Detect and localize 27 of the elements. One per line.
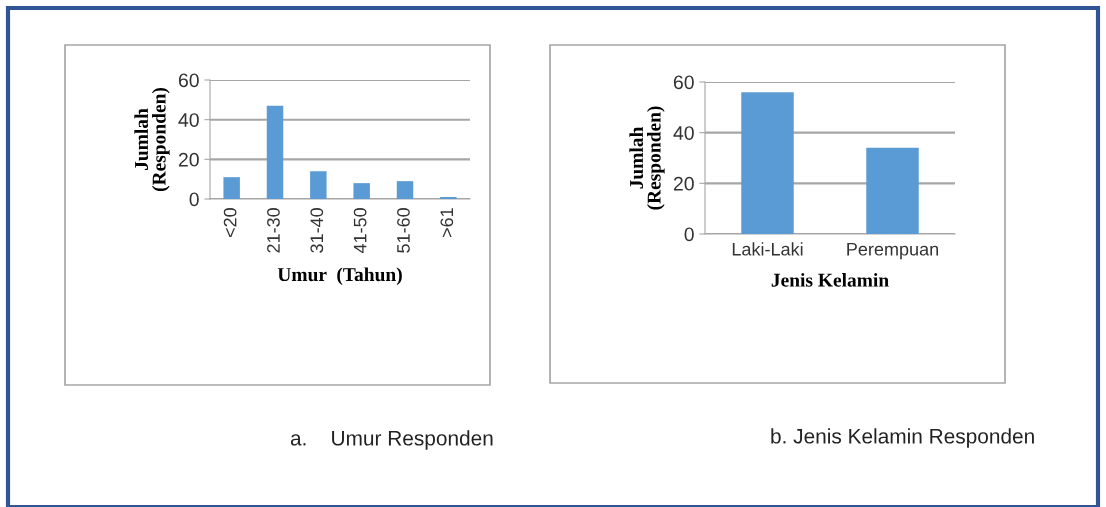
y-tick-label: 0	[189, 192, 199, 207]
x-tick-label: >61	[440, 208, 454, 238]
bar	[396, 181, 414, 199]
y-tick-label: 20	[673, 176, 694, 191]
x-tick-label: Perempuan	[847, 243, 938, 260]
x-tick-label: 31-40	[310, 208, 324, 253]
text: b. Jenis Kelamin Responden	[771, 428, 1034, 448]
y-axis-title: Jumlah (Responden)	[134, 87, 170, 192]
y-tick-label: 0	[684, 227, 694, 242]
x-tick-label: <20	[223, 208, 237, 238]
y-tick-label: 40	[178, 113, 199, 127]
x-tick-label: 51-60	[397, 208, 410, 253]
y-tick-label: 20	[178, 152, 199, 167]
x-tick-label: 21-30	[267, 208, 280, 253]
x-tick-label: 41-50	[353, 208, 367, 254]
y-tick-label: 40	[673, 126, 694, 140]
x-tick-label: Laki-Laki	[732, 242, 803, 256]
bar	[310, 171, 327, 199]
text: a. Umur Responden	[290, 430, 493, 450]
bar	[353, 183, 370, 199]
y-tick-label: 60	[673, 75, 694, 90]
y-axis-title: Jumlah (Responden)	[629, 106, 665, 210]
y-tick-label: 60	[178, 73, 199, 88]
x-axis-title: Umur (Tahun)	[277, 267, 402, 286]
bar	[266, 105, 284, 199]
bar	[223, 177, 240, 199]
x-axis-title: Jenis Kelamin	[771, 273, 889, 287]
